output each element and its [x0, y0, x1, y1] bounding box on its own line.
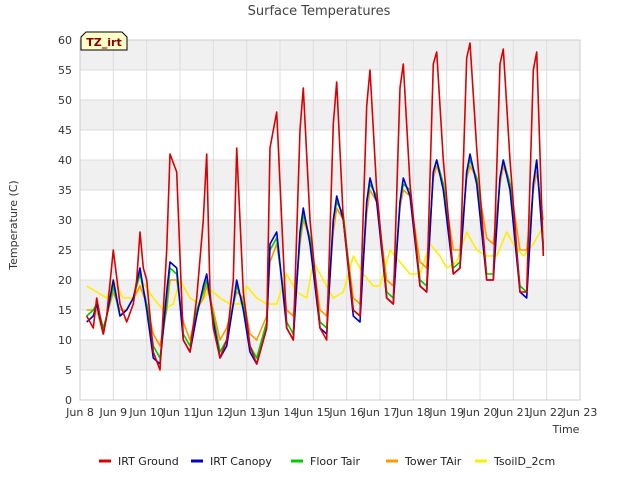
x-tick-label: Jun 20: [462, 406, 498, 419]
plot-band: [80, 100, 580, 130]
x-tick-label: Jun 17: [362, 406, 398, 419]
legend-item: Tower TAir: [386, 455, 462, 468]
y-tick-label: 55: [58, 64, 72, 77]
legend-label: Floor Tair: [310, 455, 361, 468]
x-tick-label: Jun 19: [428, 406, 464, 419]
plot-frame: [79, 39, 581, 401]
x-tick-label: Jun 18: [395, 406, 431, 419]
x-tick-label: Jun 11: [162, 406, 198, 419]
x-tick-label: Jun 10: [128, 406, 164, 419]
x-axis-label: Time: [552, 423, 580, 436]
legend-item: Floor Tair: [291, 455, 361, 468]
y-tick-label: 35: [58, 184, 72, 197]
y-tick-label: 45: [58, 124, 72, 137]
y-axis-ticks: 0 5 10 15 20 25 30 35 40 45 50 55 60: [58, 34, 72, 407]
legend-label: IRT Ground: [118, 455, 179, 468]
legend: IRT Ground IRT Canopy Floor Tair Tower TAir…: [99, 455, 555, 468]
y-tick-label: 0: [65, 394, 72, 407]
y-tick-label: 10: [58, 334, 72, 347]
legend-label: Tower TAir: [404, 455, 462, 468]
x-tick-label: Jun 15: [295, 406, 331, 419]
chart-title: Surface Temperatures: [248, 4, 391, 19]
y-tick-label: 25: [58, 244, 72, 257]
site-tag-box: [80, 31, 128, 51]
y-tick-label: 50: [58, 94, 72, 107]
legend-label: TsoilD_2cm: [493, 455, 555, 468]
x-tick-label: Jun 22: [528, 406, 564, 419]
plot-band: [80, 40, 580, 70]
series-line-tower-tair: [86, 165, 545, 347]
y-axis-label: Temperature (C): [7, 180, 20, 270]
x-tick-label: Jun 12: [195, 406, 231, 419]
y-tick-label: 5: [65, 364, 72, 377]
y-tick-label: 60: [58, 34, 72, 47]
x-tick-label: Jun 14: [262, 406, 298, 419]
x-tick-label: Jun 9: [98, 406, 127, 419]
y-tick-label: 20: [58, 274, 72, 287]
y-tick-label: 30: [58, 214, 72, 227]
x-tick-label: Jun 8: [65, 406, 94, 419]
x-tick-label: Jun 13: [228, 406, 264, 419]
x-tick-label: Jun 23: [562, 406, 598, 419]
site-tag: TZ_irt: [80, 31, 128, 51]
legend-item: IRT Ground: [99, 455, 179, 468]
y-tick-label: 40: [58, 154, 72, 167]
series-layer: [85, 42, 545, 371]
x-tick-label: Jun 21: [495, 406, 531, 419]
series-line-irt-canopy: [86, 153, 545, 365]
legend-item: IRT Canopy: [191, 455, 272, 468]
x-tick-label: Jun 16: [328, 406, 364, 419]
legend-item: TsoilD_2cm: [475, 455, 555, 468]
legend-label: IRT Canopy: [210, 455, 272, 468]
series-line-irt-ground: [85, 42, 545, 371]
y-tick-label: 15: [58, 304, 72, 317]
plot-band: [80, 340, 580, 370]
site-tag-label: TZ_irt: [86, 36, 121, 49]
